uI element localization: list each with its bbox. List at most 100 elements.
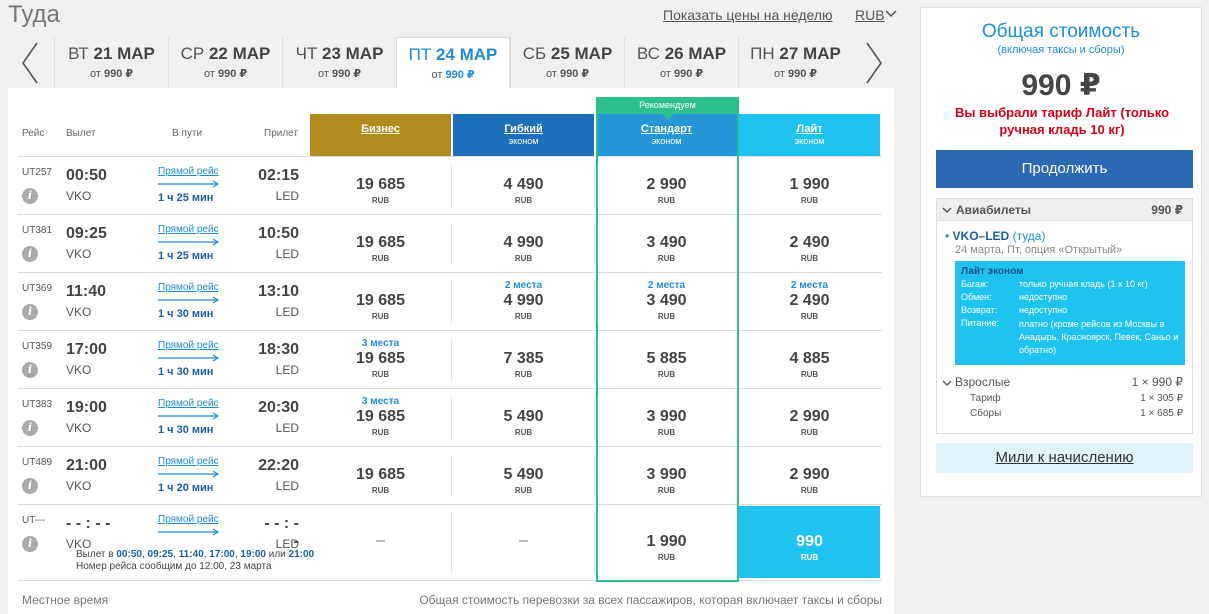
selected-fare-cell[interactable]: 990 RUB xyxy=(739,506,880,578)
direct-flight-link[interactable]: Прямой рейс xyxy=(158,398,219,409)
fare-price-cell[interactable]: 5 885 RUB xyxy=(596,331,737,388)
info-icon[interactable]: i xyxy=(22,536,38,552)
info-icon[interactable]: i xyxy=(22,420,38,436)
fare-price-cell[interactable]: 3 места 19 685 RUB xyxy=(310,389,451,446)
fare-price-cell[interactable]: 4 885 RUB xyxy=(739,331,880,388)
col-arrival-header: Прилет xyxy=(264,128,298,139)
date-tab-price: от 990 ₽ xyxy=(739,67,852,80)
arrow-right-icon xyxy=(158,354,220,362)
fare-header-2[interactable]: Стандарт эконом xyxy=(596,114,737,157)
fare-price-cell[interactable]: 2 990 RUB xyxy=(739,389,880,446)
chevron-left-icon xyxy=(22,42,38,84)
date-tab-price-prefix: от xyxy=(317,68,329,80)
date-tab[interactable]: СБ 25 МАР от 990 ₽ xyxy=(510,37,624,89)
arrival-time: 18:30 xyxy=(258,341,299,358)
fare-price-cell[interactable]: 19 685 RUB xyxy=(310,447,451,504)
departure-options-or: или xyxy=(268,549,286,560)
show-week-prices-link[interactable]: Показать цены на неделю xyxy=(663,7,833,23)
fare-price-cell[interactable]: 3 490 RUB xyxy=(596,215,737,272)
fare-price-cell[interactable]: 7 385 RUB xyxy=(453,331,594,388)
adults-label[interactable]: Взрослые xyxy=(955,375,1011,389)
info-icon[interactable]: i xyxy=(22,362,38,378)
date-tab[interactable]: ВС 26 МАР от 990 ₽ xyxy=(624,37,738,89)
date-tab-label: ЧТ 23 МАР xyxy=(283,44,396,64)
fare-price: 3 490 xyxy=(646,234,687,251)
next-dates-button[interactable] xyxy=(852,37,896,89)
date-tab-price-prefix: от xyxy=(545,68,557,80)
direct-flight-link[interactable]: Прямой рейс xyxy=(158,514,219,525)
fare-price-cell[interactable]: 4 990 RUB xyxy=(453,215,594,272)
flight-duration: 1 ч 30 мин xyxy=(158,424,214,436)
fare-price-cell[interactable]: 2 490 RUB xyxy=(739,215,880,272)
fare-price-cell[interactable]: 5 490 RUB xyxy=(453,447,594,504)
direct-flight-link[interactable]: Прямой рейс xyxy=(158,282,219,293)
fare-price: 2 990 xyxy=(789,466,830,483)
date-tab-label: ПТ 24 МАР xyxy=(397,45,509,65)
continue-button[interactable]: Продолжить xyxy=(936,150,1193,188)
fare-price-cell[interactable]: 3 990 RUB xyxy=(596,447,737,504)
flight-row: UT383 i 19:00 VKO Прямой рейс 20:30 LED 1 ч 30 … xyxy=(18,388,882,446)
departure-options: Вылет в 00:50, 09:25, 11:40, 17:00, 19:0… xyxy=(76,549,315,560)
arrival-time: 10:50 xyxy=(258,225,299,242)
fare-price-cell[interactable]: 3 990 RUB xyxy=(596,389,737,446)
fare-price-cell[interactable]: 2 990 RUB xyxy=(596,157,737,214)
tickets-amount: 990 ₽ xyxy=(1151,203,1183,217)
departure-option-time: 19:00 xyxy=(240,549,266,560)
direct-flight-link[interactable]: Прямой рейс xyxy=(158,456,219,467)
fare-class: эконом xyxy=(508,136,539,146)
fare-price-cell[interactable]: 5 490 RUB xyxy=(453,389,594,446)
fare-header-1[interactable]: Гибкий эконом xyxy=(453,114,594,157)
fare-name[interactable]: Гибкий xyxy=(504,123,543,135)
date-tab[interactable]: ЧТ 23 МАР от 990 ₽ xyxy=(282,37,396,89)
arrival-airport: LED xyxy=(275,479,299,493)
info-icon[interactable]: i xyxy=(22,246,38,262)
prev-dates-button[interactable] xyxy=(8,37,52,89)
direct-flight-link[interactable]: Прямой рейс xyxy=(158,340,219,351)
fare-price-cell[interactable]: 3 места 19 685 RUB xyxy=(310,331,451,388)
fare-header-3[interactable]: Лайт эконом xyxy=(739,114,880,157)
date-tab[interactable]: ВТ 21 МАР от 990 ₽ xyxy=(54,37,168,89)
chevron-down-icon[interactable] xyxy=(942,379,952,387)
currency-selector[interactable]: RUB xyxy=(855,7,885,23)
column-divider xyxy=(737,397,738,439)
fare-price: 990 xyxy=(796,533,823,550)
price-summary-panel: Общая стоимость (включая таксы и сборы) … xyxy=(920,7,1202,497)
direct-flight-link[interactable]: Прямой рейс xyxy=(158,166,219,177)
direct-flight-link[interactable]: Прямой рейс xyxy=(158,224,219,235)
fare-price-cell[interactable]: 2 990 RUB xyxy=(739,447,880,504)
date-tab[interactable]: ПН 27 МАР от 990 ₽ xyxy=(738,37,852,89)
fare-price-cell[interactable]: 4 490 RUB xyxy=(453,157,594,214)
fare-condition-row: Питание: платно (кроме рейсов из Москвы в… xyxy=(961,318,1179,358)
tickets-toggle[interactable]: Авиабилеты 990 ₽ xyxy=(937,199,1192,221)
fare-price-cell[interactable]: 2 места 2 490 RUB xyxy=(739,273,880,330)
chevron-down-icon[interactable] xyxy=(885,9,897,19)
fare-name[interactable]: Бизнес xyxy=(361,123,400,135)
fare-price-cell[interactable]: 2 места 3 490 RUB xyxy=(596,273,737,330)
fare-header-0[interactable]: Бизнес xyxy=(310,114,451,157)
fare-price-cell[interactable]: 1 990 RUB xyxy=(739,157,880,214)
flight-duration: 1 ч 20 мин xyxy=(158,482,214,494)
fare-price-cell[interactable]: 2 места 4 990 RUB xyxy=(453,273,594,330)
fare-condition-row: Возврат: недоступно xyxy=(961,305,1179,318)
fare-price-cell[interactable]: 19 685 RUB xyxy=(310,215,451,272)
fare-name[interactable]: Стандарт xyxy=(640,123,693,135)
fare-price-cell[interactable]: 1 990 RUB xyxy=(596,506,737,578)
date-tab[interactable]: СР 22 МАР от 990 ₽ xyxy=(168,37,282,89)
fare-name[interactable]: Лайт xyxy=(796,123,823,135)
miles-link[interactable]: Мили к начислению xyxy=(936,443,1193,473)
selected-tariff-message: Вы выбрали тариф Лайт (только ручная кла… xyxy=(954,105,1170,137)
info-icon[interactable]: i xyxy=(22,304,38,320)
date-tab-price-prefix: от xyxy=(659,68,671,80)
recommended-pointer xyxy=(662,114,674,120)
fare-condition-value: только ручная кладь (1 х 10 кг) xyxy=(1019,279,1148,289)
flight-number: UT383 xyxy=(22,399,53,410)
fare-currency: RUB xyxy=(371,254,390,263)
column-divider xyxy=(451,223,452,265)
fare-price-cell[interactable]: 19 685 RUB xyxy=(310,157,451,214)
date-tab[interactable]: ПТ 24 МАР от 990 ₽ xyxy=(396,37,510,91)
fare-price-cell[interactable]: 19 685 RUB xyxy=(310,273,451,330)
recommended-badge: Рекомендуем xyxy=(598,97,737,114)
departure-airport: VKO xyxy=(66,479,92,493)
info-icon[interactable]: i xyxy=(22,478,38,494)
info-icon[interactable]: i xyxy=(22,188,38,204)
